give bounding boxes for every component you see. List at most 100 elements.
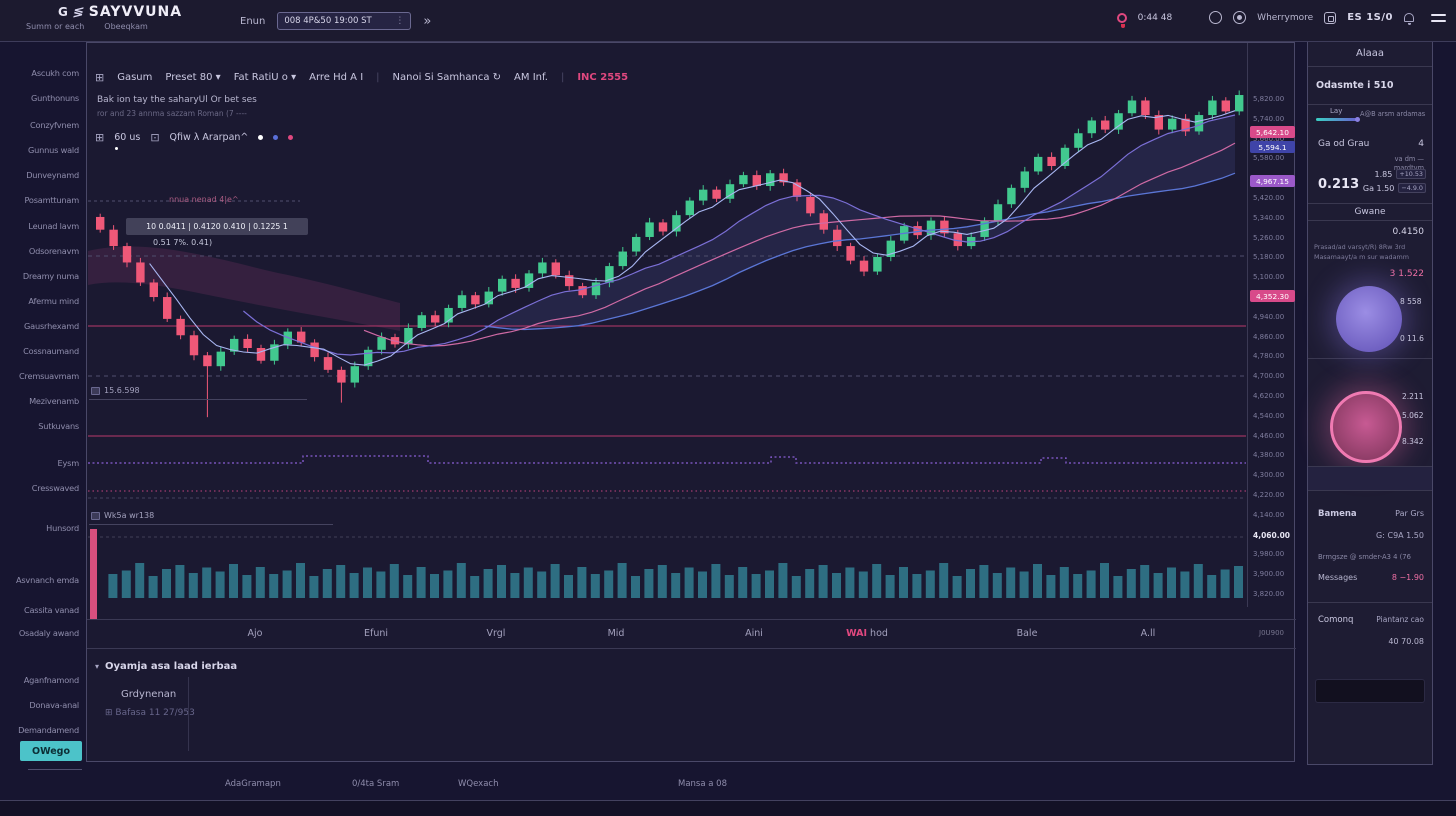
overview-mini: va dm — mardtvm: [1394, 155, 1424, 172]
footer-status-item: AdaGramapn: [225, 779, 281, 789]
price-axis-label: 5,740.00: [1253, 114, 1285, 123]
pink-gauge-section: 2.211 5.062 8.342: [1308, 359, 1432, 466]
sidebar-item[interactable]: Odsorenavm: [28, 246, 79, 256]
legend-box-icon[interactable]: ⊡: [150, 131, 160, 144]
time-axis-label: A.ll: [1140, 628, 1156, 639]
orders-left-label: Bamena: [1318, 509, 1357, 519]
stat-chip-1: +10.53: [1396, 169, 1426, 179]
purple-gauge-value-1: 8 558: [1400, 297, 1422, 306]
sidebar-item[interactable]: Cremsuavmam: [18, 371, 79, 381]
price-chart[interactable]: [88, 61, 1246, 619]
toolbar-item[interactable]: Nanoi Si Samhanca ↻: [392, 72, 502, 83]
right-sidebar: Alaaa Odasmte i 510 Lay A@B arsm ardamas…: [1307, 40, 1433, 765]
overview-row-label: Ga od Grau: [1318, 139, 1370, 149]
menu-icon[interactable]: [1431, 13, 1446, 22]
price-axis-label: 3,820.00: [1253, 590, 1285, 598]
axis-corner-label: J0U900: [1259, 629, 1285, 637]
top-header: G ≶ SAYVVUNA Summ or each Obeeqkam Enun …: [0, 0, 1456, 42]
search-value: 008 4P&50 19:00 ST: [284, 16, 372, 26]
logo-text: SAYVVUNA: [88, 4, 183, 20]
sidebar-action-button[interactable]: OWego: [20, 741, 82, 761]
pink-gauge-value-2: 5.062: [1402, 411, 1424, 420]
sidebar-item[interactable]: Posamttunam: [24, 195, 79, 205]
sidebar-item[interactable]: Demandamend: [18, 725, 79, 735]
gwane-value: 0.4150: [1392, 227, 1425, 237]
toolbar-item[interactable]: Gasum: [117, 72, 153, 83]
sidebar-item[interactable]: Conzyfvnem: [30, 120, 79, 130]
version-label: ES 1S/0: [1347, 12, 1393, 23]
legend-grid-icon[interactable]: ⊞: [95, 131, 105, 144]
left-sidebar: OWego Ascukh com Gunthonuns Conzyfvnem Gunn…: [0, 42, 84, 782]
apps-icon[interactable]: [1324, 11, 1337, 24]
sidebar-item[interactable]: Ascukh com: [31, 68, 79, 78]
legend-item-1[interactable]: 60 us: [114, 132, 141, 143]
sidebar-item[interactable]: Donava-anal: [29, 700, 79, 710]
toolbar-item[interactable]: AM Inf.: [514, 72, 548, 83]
price-axis-label: 5,660.00: [1253, 134, 1285, 143]
indicator-pane-2-label[interactable]: Wk5a wr138: [91, 511, 154, 520]
nav-link-2[interactable]: Obeeqkam: [104, 22, 148, 31]
app-logo[interactable]: G ≶ SAYVVUNA: [58, 4, 182, 20]
bottom-value: 40 70.08: [1388, 637, 1424, 646]
sidebar-item[interactable]: Dreamy numa: [22, 271, 79, 281]
sidebar-item[interactable]: Osadaly awand: [18, 628, 79, 638]
pink-gauge-value-1: 2.211: [1402, 392, 1424, 401]
sidebar-item[interactable]: Gunnus wald: [28, 145, 79, 155]
location-pin-icon[interactable]: [1116, 12, 1127, 28]
search-label: Enun: [240, 15, 266, 27]
sidebar-item[interactable]: Leunad lavm: [28, 221, 79, 231]
indicator-pane-1-label[interactable]: 15.6.598: [91, 386, 140, 395]
sidebar-item[interactable]: Dunveynamd: [26, 170, 79, 180]
sidebar-item[interactable]: Gausrhexamd: [24, 321, 79, 331]
toolbar-item[interactable]: Fat RatiU o ▾: [233, 72, 297, 83]
stat-chip-2: −4.9.0: [1398, 183, 1426, 193]
price-axis-label: 4,700.00: [1253, 372, 1285, 381]
pink-gauge: [1330, 391, 1402, 463]
sidebar-item[interactable]: Hunsord: [46, 523, 79, 533]
sidebar-item[interactable]: Afermu mind: [28, 296, 79, 306]
chevrons-right-icon[interactable]: »: [423, 13, 432, 29]
price-axis-label: 4,780.00: [1253, 352, 1285, 361]
legend-item-2[interactable]: Qfiw λ Ararpan^: [169, 132, 249, 143]
nav-link-1[interactable]: Summ or each: [26, 22, 85, 31]
sidebar-item[interactable]: Sutkuvans: [38, 421, 79, 431]
sidebar-item[interactable]: Cossnaumand: [23, 346, 79, 356]
section-spacer: [1308, 466, 1432, 491]
record-icon[interactable]: [1233, 11, 1247, 24]
stat-value-2: Ga 1.50: [1362, 183, 1395, 193]
sidebar-item[interactable]: Cresswaved: [31, 483, 79, 493]
toolbar-item[interactable]: Arre Hd A I: [309, 72, 364, 83]
sidebar-item[interactable]: Aganfnamond: [23, 675, 79, 685]
sparkline-label: Lay: [1330, 107, 1343, 115]
moon-icon[interactable]: [1209, 11, 1223, 24]
sidebar-item[interactable]: Mezivenamb: [29, 396, 79, 406]
time-axis[interactable]: Ajo Efuni Vrgl Mid Aini WAI hod Bale A.ll J0U900: [87, 619, 1296, 649]
gwane-section: 0.4150 Prasad/ad varsyt/R) 8Rw 3rd Masam…: [1308, 221, 1432, 359]
overview-row-value: 4: [1418, 139, 1424, 149]
more-dots-icon[interactable]: ⋮: [395, 16, 405, 26]
toolbar-item[interactable]: INC 2555: [577, 72, 629, 83]
chart-legend: ⊞ 60 us ⊡ Qfiw λ Ararpan^: [95, 131, 294, 144]
right-panel-symbol[interactable]: Odasmte i 510: [1308, 67, 1432, 105]
price-badge-pink: 5,642.10: [1250, 126, 1295, 138]
bell-icon[interactable]: [1404, 13, 1414, 25]
indicator-tooltip-sub: 0.51 7%. 0.41): [153, 238, 213, 247]
price-axis-label: 4,380.00: [1253, 451, 1285, 460]
messages-value: 8 −1.90: [1391, 573, 1424, 582]
toolbar-item[interactable]: Preset 80 ▾: [165, 72, 221, 83]
sidebar-item[interactable]: Gunthonuns: [31, 93, 79, 103]
price-axis[interactable]: 5,820.005,740.005,660.005,580.005,500.00…: [1247, 43, 1296, 607]
sub-panel-header[interactable]: ▾ Oyamja asa laad ierbaa: [95, 661, 237, 672]
footer-status-item: Mansa a 08: [678, 779, 727, 789]
price-axis-label: 3,900.00: [1253, 570, 1285, 579]
sidebar-item[interactable]: Eysm: [57, 458, 80, 468]
search-input[interactable]: 008 4P&50 19:00 ST ⋮: [277, 12, 412, 30]
price-badge-blue: 5,594.1: [1250, 141, 1295, 153]
header-time: 0:44 48: [1137, 12, 1173, 23]
sidebar-item[interactable]: Cassita vanad: [23, 605, 79, 615]
toolbar-grid-icon[interactable]: ⊞: [95, 71, 105, 84]
messages-label[interactable]: Messages: [1318, 573, 1358, 582]
sidebar-item[interactable]: Asvnanch emda: [15, 575, 79, 585]
username-label[interactable]: Wherrymore: [1257, 12, 1314, 23]
bottom-action-bar[interactable]: [1315, 679, 1425, 703]
